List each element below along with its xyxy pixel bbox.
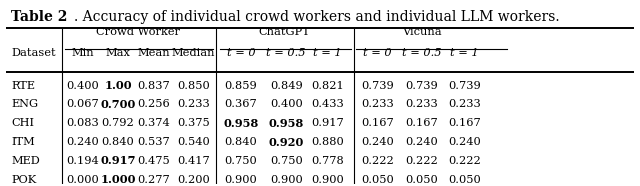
Text: Mean: Mean (138, 48, 170, 58)
Text: 0.233: 0.233 (405, 100, 438, 110)
Text: Max: Max (106, 48, 131, 58)
Text: 0.167: 0.167 (362, 118, 394, 128)
Text: 0.256: 0.256 (138, 100, 170, 110)
Text: 1.00: 1.00 (104, 80, 132, 91)
Text: 0.240: 0.240 (405, 137, 438, 147)
Text: 0.540: 0.540 (177, 137, 210, 147)
Text: 0.821: 0.821 (311, 81, 344, 91)
Text: 0.537: 0.537 (138, 137, 170, 147)
Text: 0.739: 0.739 (405, 81, 438, 91)
Text: 0.850: 0.850 (177, 81, 210, 91)
Text: 0.739: 0.739 (362, 81, 394, 91)
Text: 0.958: 0.958 (223, 118, 259, 129)
Text: 1.000: 1.000 (100, 174, 136, 185)
Text: 0.917: 0.917 (100, 155, 136, 166)
Text: 0.900: 0.900 (225, 175, 257, 185)
Text: POK: POK (12, 175, 36, 185)
Text: RTE: RTE (12, 81, 35, 91)
Text: 0.240: 0.240 (67, 137, 99, 147)
Text: 0.233: 0.233 (362, 100, 394, 110)
Text: t = 0: t = 0 (227, 48, 255, 58)
Text: ENG: ENG (12, 100, 38, 110)
Text: ChatGPT: ChatGPT (259, 27, 310, 37)
Text: 0.750: 0.750 (225, 156, 257, 166)
Text: t = 0.5: t = 0.5 (402, 48, 442, 58)
Text: 0.792: 0.792 (102, 118, 134, 128)
Text: 0.222: 0.222 (405, 156, 438, 166)
Text: 0.840: 0.840 (225, 137, 257, 147)
Text: 0.167: 0.167 (448, 118, 481, 128)
Text: 0.750: 0.750 (269, 156, 303, 166)
Text: 0.050: 0.050 (448, 175, 481, 185)
Text: 0.475: 0.475 (138, 156, 170, 166)
Text: 0.837: 0.837 (138, 81, 170, 91)
Text: Dataset: Dataset (12, 48, 56, 58)
Text: 0.849: 0.849 (269, 81, 303, 91)
Text: 0.900: 0.900 (269, 175, 303, 185)
Text: 0.222: 0.222 (448, 156, 481, 166)
Text: 0.920: 0.920 (268, 137, 304, 147)
Text: . Accuracy of individual crowd workers and individual LLM workers.: . Accuracy of individual crowd workers a… (74, 10, 560, 24)
Text: 0.200: 0.200 (177, 175, 210, 185)
Text: MED: MED (12, 156, 40, 166)
Text: 0.958: 0.958 (269, 118, 304, 129)
Text: 0.880: 0.880 (311, 137, 344, 147)
Text: 0.375: 0.375 (177, 118, 210, 128)
Text: 0.194: 0.194 (67, 156, 99, 166)
Text: 0.417: 0.417 (177, 156, 210, 166)
Text: 0.778: 0.778 (311, 156, 344, 166)
Text: 0.400: 0.400 (269, 100, 303, 110)
Text: 0.233: 0.233 (448, 100, 481, 110)
Text: 0.050: 0.050 (362, 175, 394, 185)
Text: 0.050: 0.050 (405, 175, 438, 185)
Text: 0.222: 0.222 (362, 156, 394, 166)
Text: t = 1: t = 1 (313, 48, 342, 58)
Text: 0.739: 0.739 (448, 81, 481, 91)
Text: 0.917: 0.917 (311, 118, 344, 128)
Text: t = 1: t = 1 (450, 48, 479, 58)
Text: 0.374: 0.374 (138, 118, 170, 128)
Text: 0.900: 0.900 (311, 175, 344, 185)
Text: 0.433: 0.433 (311, 100, 344, 110)
Text: 0.000: 0.000 (67, 175, 99, 185)
Text: Min: Min (72, 48, 94, 58)
Text: 0.167: 0.167 (405, 118, 438, 128)
Text: ITM: ITM (12, 137, 35, 147)
Text: 0.240: 0.240 (362, 137, 394, 147)
Text: 0.840: 0.840 (102, 137, 134, 147)
Text: Median: Median (172, 48, 215, 58)
Text: t = 0.5: t = 0.5 (266, 48, 306, 58)
Text: CHI: CHI (12, 118, 35, 128)
Text: 0.067: 0.067 (67, 100, 99, 110)
Text: 0.400: 0.400 (67, 81, 99, 91)
Text: 0.367: 0.367 (225, 100, 257, 110)
Text: 0.859: 0.859 (225, 81, 257, 91)
Text: t = 0: t = 0 (364, 48, 392, 58)
Text: Table 2: Table 2 (12, 10, 68, 24)
Text: 0.277: 0.277 (138, 175, 170, 185)
Text: 0.233: 0.233 (177, 100, 210, 110)
Text: Vicuna: Vicuna (403, 27, 442, 37)
Text: 0.240: 0.240 (448, 137, 481, 147)
Text: 0.083: 0.083 (67, 118, 99, 128)
Text: Crowd Worker: Crowd Worker (96, 27, 180, 37)
Text: 0.700: 0.700 (100, 99, 136, 110)
